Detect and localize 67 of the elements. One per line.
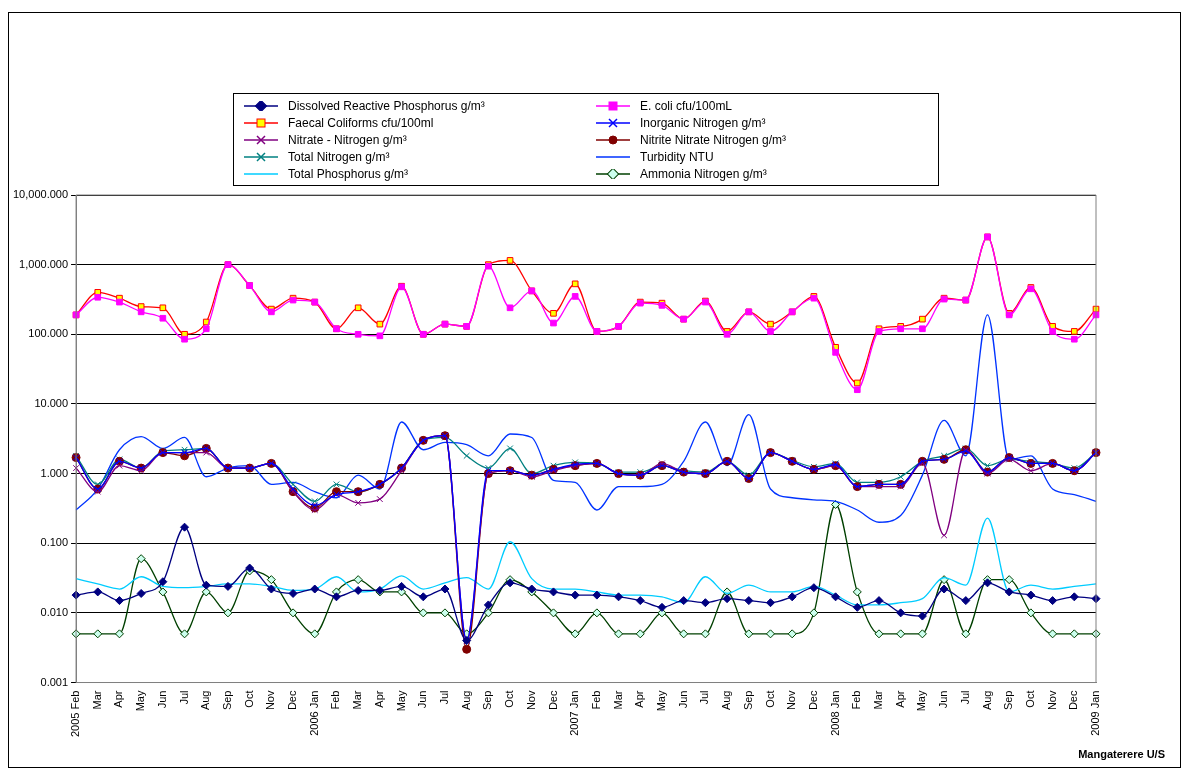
x-tick-label: Aug bbox=[980, 690, 993, 711]
x-tick-label: 2005 Feb bbox=[69, 690, 82, 737]
x-tick-label: Jun bbox=[416, 690, 429, 709]
x-tick-label: Jun bbox=[676, 690, 689, 709]
y-tick-label: 0.001 bbox=[40, 675, 69, 688]
legend-label: Total Nitrogen g/m³ bbox=[288, 149, 390, 164]
x-tick-label: Jun bbox=[155, 690, 168, 709]
x-tick-label: Dec bbox=[806, 690, 819, 711]
y-tick-label: 1,000.000 bbox=[19, 257, 69, 270]
x-tick-label: Dec bbox=[546, 690, 559, 711]
y-tick-label: 10,000.000 bbox=[12, 188, 69, 201]
x-tick-label: 2007 Jan bbox=[568, 690, 581, 736]
x-tick-label: Apr bbox=[372, 690, 385, 708]
legend-label: Dissolved Reactive Phosphorus g/m³ bbox=[288, 98, 485, 113]
x-tick-label: Apr bbox=[112, 690, 125, 708]
x-tick-label: Aug bbox=[459, 690, 472, 711]
legend-label: Nitrate - Nitrogen g/m³ bbox=[288, 132, 407, 147]
x-tick-label: Feb bbox=[589, 690, 602, 710]
x-tick-label: May bbox=[394, 690, 407, 712]
text: Mangaterere U/S bbox=[1078, 748, 1165, 760]
x-tick-label: Oct bbox=[1023, 690, 1036, 708]
x-tick-label: May bbox=[134, 690, 147, 712]
x-tick-label: Mar bbox=[611, 690, 624, 710]
x-tick-label: Nov bbox=[264, 690, 277, 711]
x-tick-label: Apr bbox=[633, 690, 646, 708]
y-tick-label: 100.000 bbox=[28, 327, 69, 340]
x-tick-label: Mar bbox=[351, 690, 364, 710]
x-tick-label: Sep bbox=[1002, 690, 1015, 711]
x-tick-label: Nov bbox=[785, 690, 798, 711]
legend-label: E. coli cfu/100mL bbox=[640, 98, 733, 113]
x-tick-label: Dec bbox=[1067, 690, 1080, 711]
x-tick-label: Sep bbox=[220, 690, 233, 711]
x-tick-label: 2006 Jan bbox=[307, 690, 320, 736]
x-tick-label: Jul bbox=[958, 690, 971, 705]
x-tick-label: Jul bbox=[698, 690, 711, 705]
x-tick-label: May bbox=[655, 690, 668, 712]
x-tick-label: Nov bbox=[1045, 690, 1058, 711]
legend-label: Total Phosphorus g/m³ bbox=[288, 166, 409, 181]
x-tick-label: 2008 Jan bbox=[828, 690, 841, 736]
legend-label: Ammonia Nitrogen g/m³ bbox=[640, 166, 767, 181]
x-tick-label: Nov bbox=[524, 690, 537, 711]
x-tick-label: Oct bbox=[763, 690, 776, 708]
x-tick-label: Oct bbox=[242, 690, 255, 708]
x-tick-label: Apr bbox=[893, 690, 906, 708]
x-tick-label: Aug bbox=[199, 690, 212, 711]
x-tick-label: 2009 Jan bbox=[1089, 690, 1102, 736]
x-tick-label: Aug bbox=[720, 690, 733, 711]
x-tick-label: Oct bbox=[503, 690, 516, 708]
x-tick-label: Jun bbox=[937, 690, 950, 709]
x-tick-label: Sep bbox=[741, 690, 754, 711]
x-tick-label: Mar bbox=[872, 690, 885, 710]
legend-label: Inorganic Nitrogen g/m³ bbox=[640, 115, 766, 130]
legend-label: Turbidity NTU bbox=[640, 149, 714, 164]
y-tick-label: 10.000 bbox=[34, 396, 69, 409]
x-tick-label: Feb bbox=[329, 690, 342, 710]
legend-label: Faecal Coliforms cfu/100ml bbox=[288, 115, 434, 130]
x-tick-label: Jul bbox=[177, 690, 190, 705]
x-tick-label: Jul bbox=[438, 690, 450, 705]
x-tick-label: Sep bbox=[481, 690, 494, 711]
legend-label: Nitrite Nitrate Nitrogen g/m³ bbox=[640, 132, 787, 147]
y-tick-label: 0.100 bbox=[40, 536, 69, 549]
y-tick-label: 1.000 bbox=[40, 466, 69, 479]
x-tick-label: Dec bbox=[286, 690, 299, 711]
y-tick-label: 0.010 bbox=[40, 605, 69, 618]
x-tick-label: Feb bbox=[850, 690, 863, 710]
x-tick-label: Mar bbox=[90, 690, 103, 710]
x-tick-label: May bbox=[915, 690, 928, 712]
